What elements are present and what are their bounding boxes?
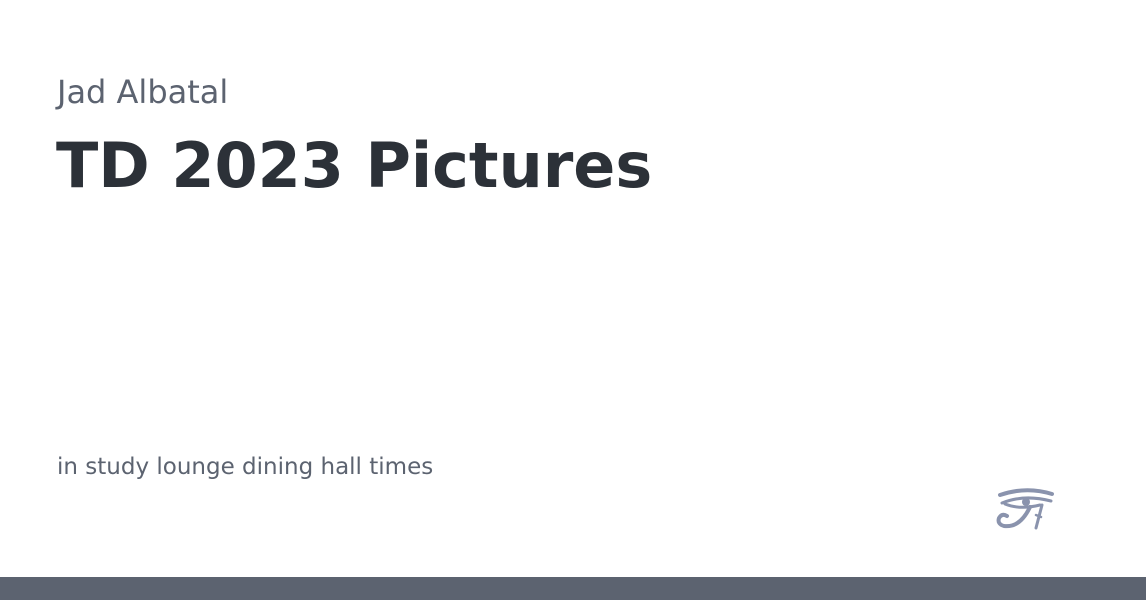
page-title: TD 2023 Pictures <box>56 129 653 202</box>
bottom-bar <box>0 577 1146 600</box>
eye-of-horus-icon <box>996 488 1054 530</box>
page-description: in study lounge dining hall times <box>57 454 434 480</box>
author-name: Jad Albatal <box>57 73 229 111</box>
